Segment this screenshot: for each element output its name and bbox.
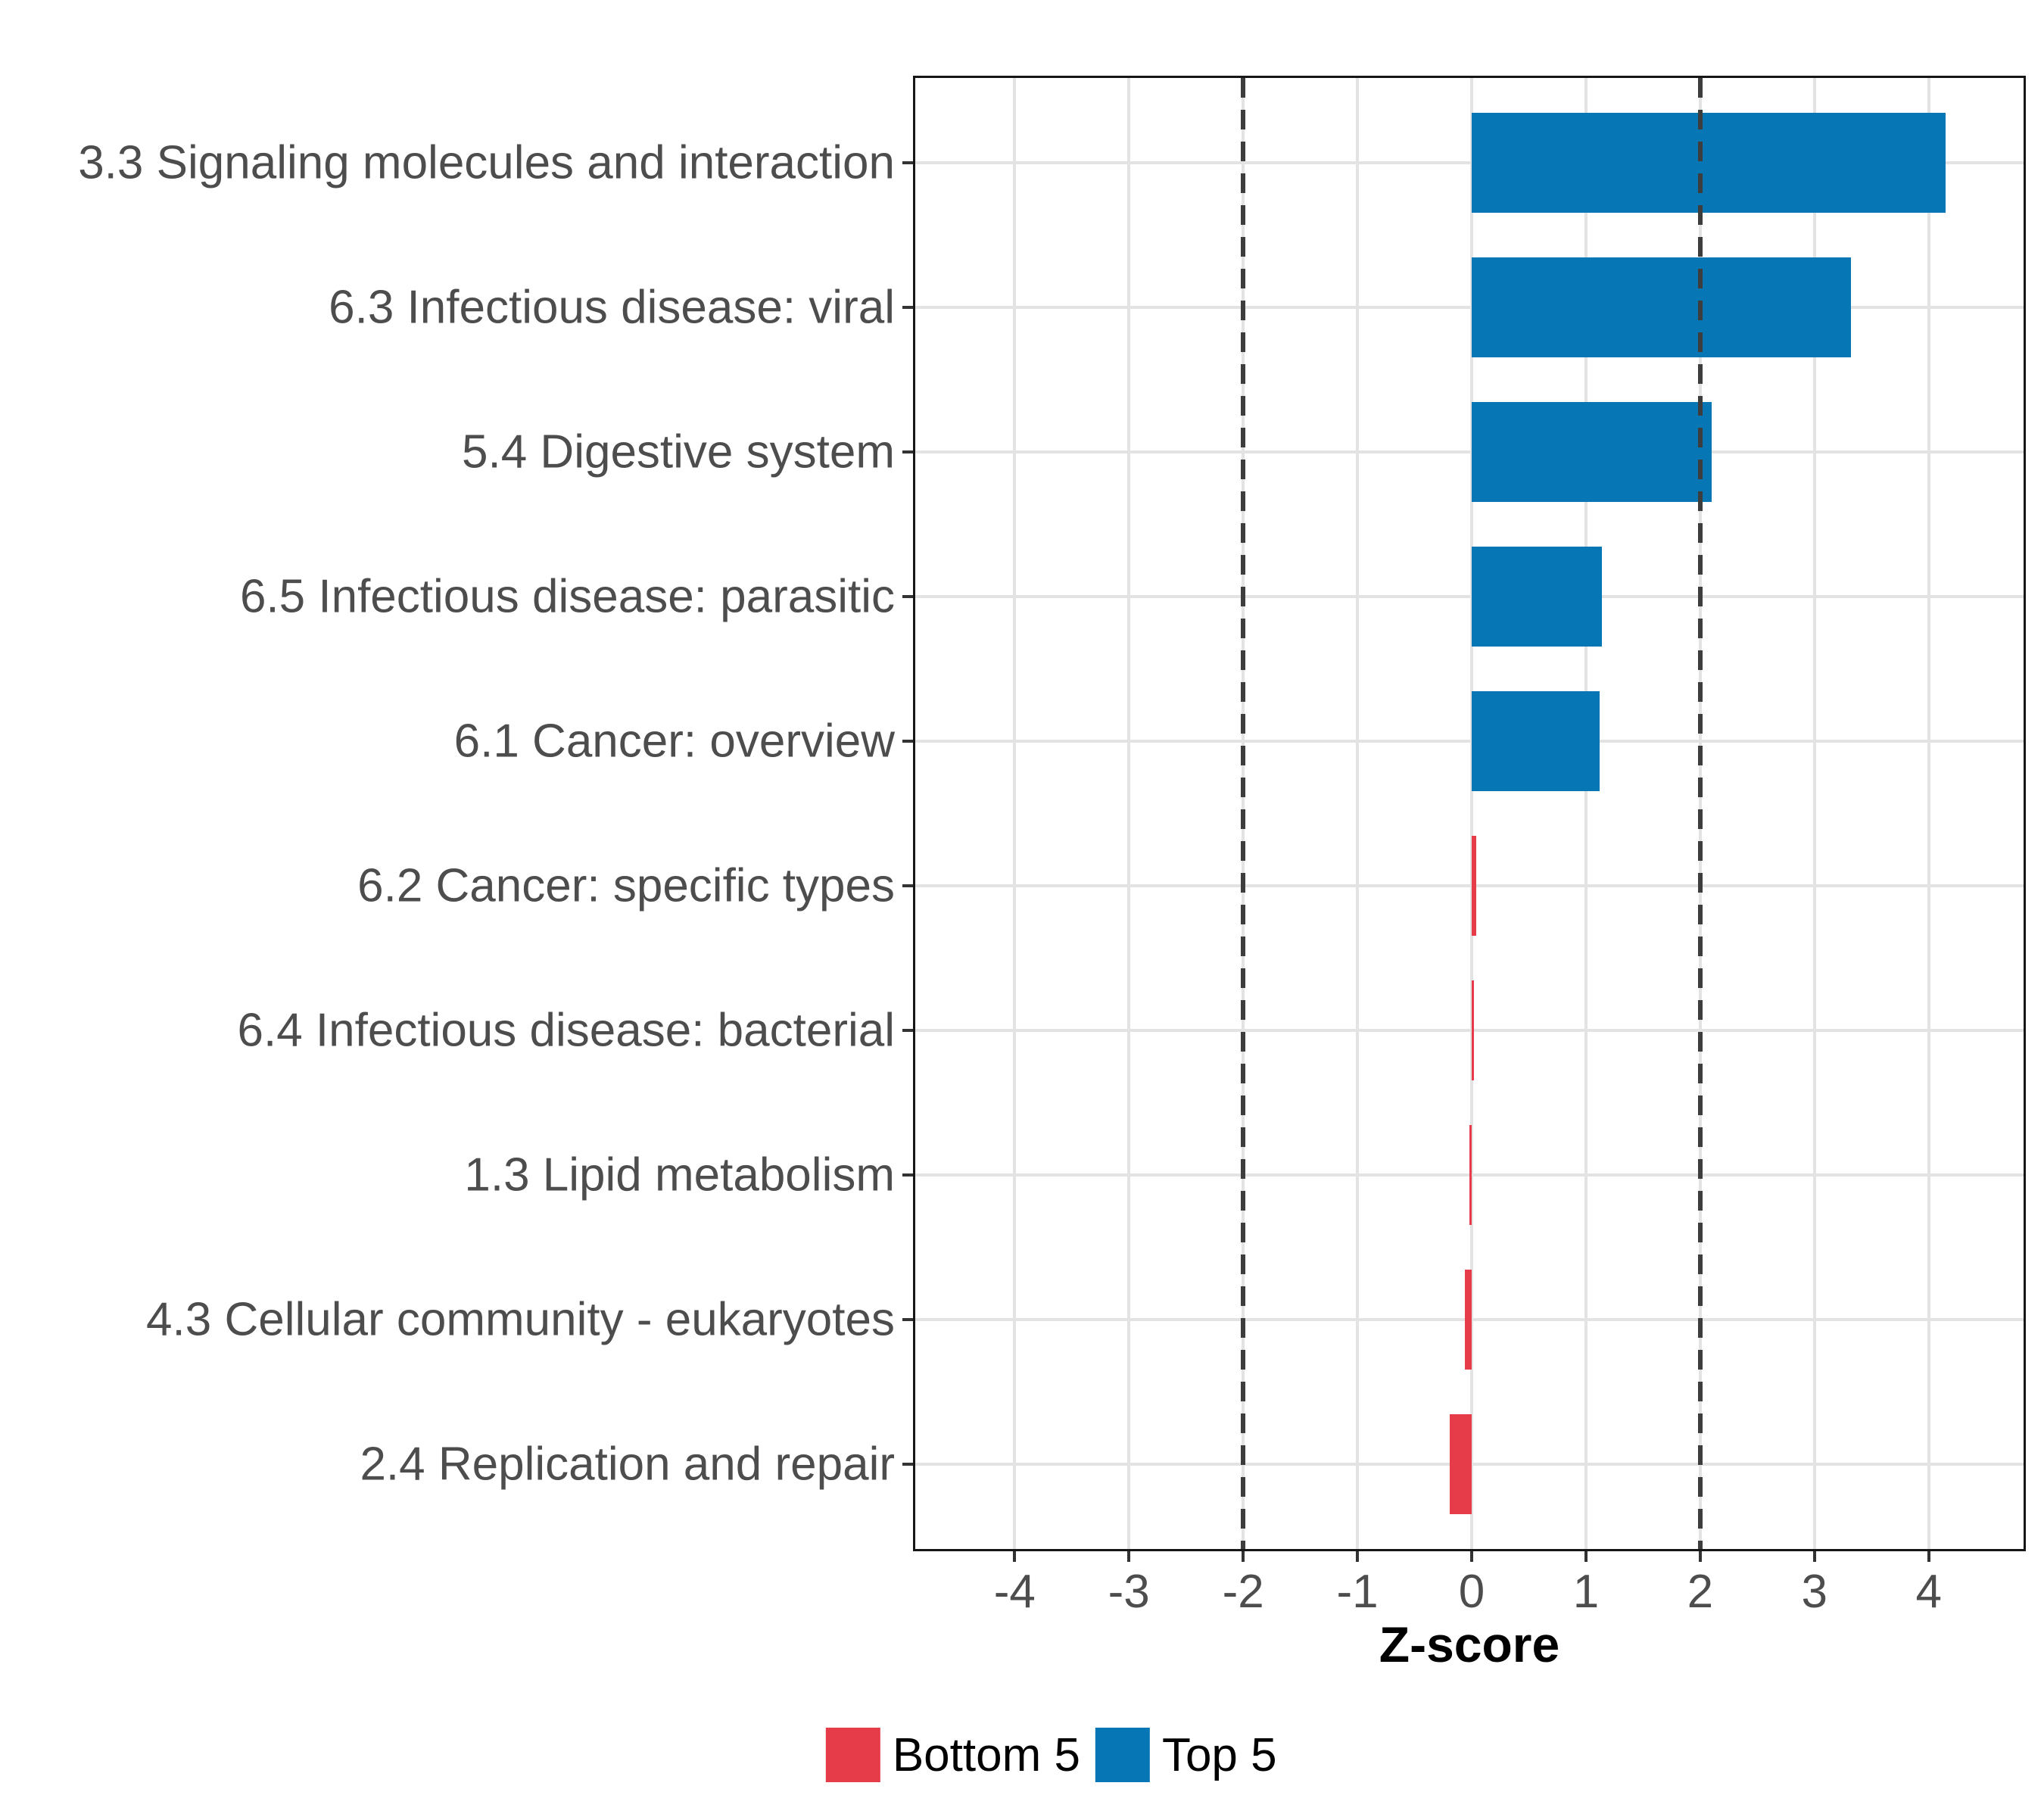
x-gridline [1812, 78, 1816, 1549]
y-gridline [915, 594, 2024, 598]
y-gridline [915, 450, 2024, 453]
y-gridline [915, 739, 2024, 743]
y-axis-label: 6.4 Infectious disease: bacterial [237, 1004, 895, 1057]
y-axis-tick [902, 1463, 913, 1466]
y-axis-label: 6.3 Infectious disease: viral [329, 281, 895, 334]
bar-2 [1472, 257, 1852, 357]
x-axis-tick-label: 0 [1458, 1566, 1485, 1618]
x-gridline [1584, 78, 1588, 1549]
x-axis-tick-label: -4 [993, 1566, 1036, 1618]
legend-label-bottom5: Bottom 5 [892, 1728, 1080, 1781]
x-axis-tick-label: -1 [1336, 1566, 1379, 1618]
y-axis-tick [902, 594, 913, 598]
x-axis-tick-label: 3 [1801, 1566, 1828, 1618]
y-gridline [915, 884, 2024, 888]
bar-1 [1472, 112, 1946, 213]
x-axis-tick [1013, 1551, 1017, 1562]
x-gridline [1127, 78, 1131, 1549]
y-axis-label: 6.5 Infectious disease: parasitic [239, 570, 895, 623]
y-gridline [915, 305, 2024, 309]
bar-3 [1472, 401, 1712, 502]
y-axis-tick [902, 1029, 913, 1033]
x-axis-tick [1242, 1551, 1245, 1562]
bar-9 [1464, 1270, 1472, 1370]
x-gridline [1356, 78, 1360, 1549]
x-axis-title: Z-score [1379, 1616, 1560, 1672]
bar-5 [1472, 690, 1600, 791]
legend-swatch-top5 [1095, 1728, 1150, 1782]
y-axis-tick [902, 161, 913, 164]
y-axis-tick [902, 305, 913, 309]
y-axis-tick [902, 739, 913, 743]
x-axis-tick-label: 2 [1687, 1566, 1714, 1618]
x-gridline [1013, 78, 1017, 1549]
x-axis-tick [1698, 1551, 1702, 1562]
x-axis-tick [1927, 1551, 1930, 1562]
x-gridline [1927, 78, 1930, 1549]
legend: Bottom 5 Top 5 [825, 1728, 1277, 1782]
bar-8 [1469, 1125, 1472, 1226]
x-axis-tick-label: 1 [1572, 1566, 1600, 1618]
x-gridline [1470, 78, 1474, 1549]
x-axis-tick [1584, 1551, 1588, 1562]
legend-item-top5: Top 5 [1095, 1728, 1277, 1782]
y-axis-tick [902, 1173, 913, 1177]
y-axis-tick [902, 884, 913, 888]
x-axis-tick [1356, 1551, 1360, 1562]
y-axis-label: 6.2 Cancer: specific types [357, 859, 895, 912]
y-axis-label: 1.3 Lipid metabolism [464, 1148, 895, 1201]
y-gridline [915, 161, 2024, 164]
bar-10 [1450, 1414, 1472, 1515]
y-axis-label: 4.3 Cellular community - eukaryotes [146, 1293, 895, 1346]
x-axis-tick-label: 4 [1915, 1566, 1942, 1618]
x-axis-tick-label: -2 [1222, 1566, 1264, 1618]
y-axis-tick [902, 450, 913, 453]
bar-4 [1472, 546, 1603, 647]
y-gridline [915, 1029, 2024, 1033]
bar-6 [1472, 836, 1477, 937]
y-axis-label: 5.4 Digestive system [462, 425, 895, 478]
bar-7 [1472, 980, 1475, 1081]
y-axis-label: 3.3 Signaling molecules and interaction [78, 136, 895, 189]
x-axis-tick [1470, 1551, 1474, 1562]
reference-line [1697, 78, 1703, 1549]
y-axis-label: 2.4 Replication and repair [360, 1438, 895, 1491]
x-axis-tick [1127, 1551, 1131, 1562]
legend-swatch-bottom5 [825, 1728, 880, 1782]
legend-item-bottom5: Bottom 5 [825, 1728, 1080, 1782]
x-axis-tick [1812, 1551, 1816, 1562]
legend-label-top5: Top 5 [1161, 1728, 1277, 1781]
x-axis-tick-label: -3 [1108, 1566, 1150, 1618]
reference-line [1241, 78, 1246, 1549]
y-axis-label: 6.1 Cancer: overview [453, 715, 895, 768]
y-axis-tick [902, 1318, 913, 1322]
